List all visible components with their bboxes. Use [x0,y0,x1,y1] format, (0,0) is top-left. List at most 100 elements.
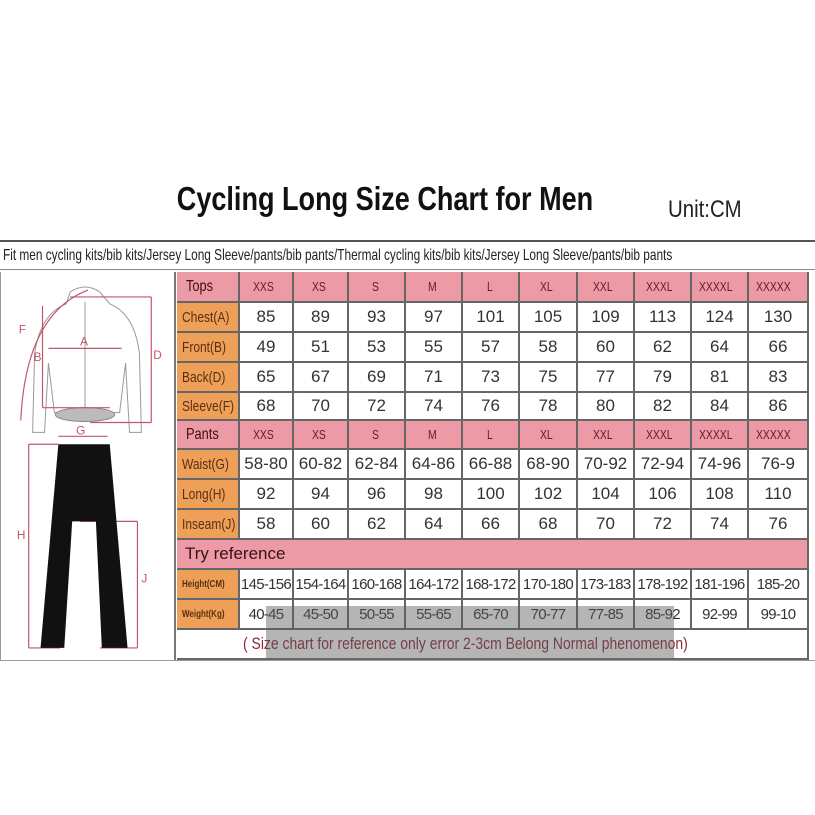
value-cell-text: 104 [591,484,620,503]
page-title: Cycling Long Size Chart for Men [176,180,594,217]
value-cell: 97 [406,303,463,333]
reference-header: Try reference [177,540,809,570]
value-cell-text: 170-180 [522,575,574,593]
value-cell-text: 168-172 [465,575,516,593]
value-cell: 84 [692,393,749,421]
value-cell-text: 77 [596,367,615,386]
value-cell: 124 [692,303,749,333]
value-cell: 101 [463,303,520,333]
row-label-text: Chest(A) [182,308,230,326]
value-cell-text: 60-82 [298,454,343,473]
subtitle-bar: Fit men cycling kits/bib kits/Jersey Lon… [0,240,815,270]
value-cell: 65 [240,363,294,393]
row-label-text: Height(CM) [182,578,225,590]
table-row: Long(H) 92 94 96 98 100 102 104 106 108 110 [177,480,809,510]
size-header-text: XXL [593,279,613,294]
value-cell-text: 98 [424,484,443,503]
value-cell: 72 [349,393,406,421]
value-cell: 86 [749,393,809,421]
value-cell-text: 69 [367,367,386,386]
value-cell: 77-85 [578,600,635,630]
value-cell: 51 [294,333,349,363]
value-cell: 173-183 [578,570,635,600]
table-row: Weight(Kg) 40-45 45-50 50-55 55-65 65-70 70-77… [177,600,809,630]
value-cell: 71 [406,363,463,393]
size-header: XXL [578,272,635,303]
value-cell-text: 66 [768,337,788,356]
value-cell-text: 49 [256,337,276,356]
row-label: Back(D) [177,363,240,393]
size-header-text: L [486,279,493,294]
value-cell: 68 [240,393,294,421]
value-cell-text: 79 [653,367,672,386]
value-cell: 70 [578,510,635,540]
pants-header-row: Pants XXS XS S M L XL XXL XXXL XXXXL XXXXX [177,421,809,450]
value-cell-text: 58 [256,514,276,533]
value-cell: 58 [240,510,294,540]
value-cell: 70-77 [520,600,578,630]
value-cell-text: 89 [311,307,330,326]
value-cell: 102 [520,480,578,510]
value-cell: 170-180 [520,570,578,600]
value-cell-text: 185-20 [756,575,800,593]
row-label: Front(B) [177,333,240,363]
value-cell: 65-70 [463,600,520,630]
label-a: A [80,334,88,348]
size-header-text: XL [540,279,553,294]
value-cell-text: 53 [367,337,386,356]
value-cell: 68 [520,510,578,540]
value-cell: 57 [463,333,520,363]
value-cell-text: 101 [476,307,505,326]
value-cell: 160-168 [349,570,406,600]
size-header: XXXXL [692,421,749,450]
value-cell-text: 68 [256,396,276,415]
value-cell: 62 [635,333,692,363]
size-header-text: XXXL [645,279,673,294]
value-cell: 76 [463,393,520,421]
size-header: XXXXL [692,272,749,303]
value-cell-text: 60 [311,514,330,533]
value-cell: 109 [578,303,635,333]
value-cell-text: 77-85 [588,605,624,623]
value-cell-text: 50-55 [359,605,395,623]
value-cell: 62 [349,510,406,540]
value-cell-text: 58-80 [244,454,288,473]
value-cell-text: 84 [710,396,729,415]
table-row: Back(D) 65 67 69 71 73 75 77 79 81 83 [177,363,809,393]
value-cell: 64 [692,333,749,363]
value-cell: 80 [578,393,635,421]
value-cell: 98 [406,480,463,510]
jersey-pants-illustration: A B D F G H J [17,286,162,649]
value-cell: 78 [520,393,578,421]
value-cell-text: 40-45 [248,605,285,623]
value-cell-text: 74 [710,514,729,533]
row-label-text: Back(D) [182,368,226,386]
value-cell: 72 [635,510,692,540]
value-cell-text: 70-92 [583,454,628,473]
reference-header-text: Try reference [185,544,286,563]
size-header: S [349,421,406,450]
row-label-text: Front(B) [182,338,227,356]
size-header-text: XS [311,279,326,294]
value-cell: 154-164 [294,570,349,600]
value-cell-text: 60 [596,337,615,356]
size-header: M [406,272,463,303]
value-cell-text: 178-192 [637,575,688,593]
value-cell: 60 [578,333,635,363]
value-cell: 74 [692,510,749,540]
value-cell-text: 105 [533,307,563,326]
note-row: ( Size chart for reference only error 2-… [177,630,809,660]
table-row: Height(CM) 145-156 154-164 160-168 164-172 16… [177,570,809,600]
value-cell-text: 106 [648,484,677,503]
value-cell: 76-9 [749,450,809,480]
value-cell: 67 [294,363,349,393]
value-cell: 85 [240,303,294,333]
value-cell: 70 [294,393,349,421]
row-label-text: Inseam(J) [182,515,236,533]
reference-note-text: ( Size chart for reference only error 2-… [243,634,688,653]
value-cell: 185-20 [749,570,809,600]
value-cell: 50-55 [349,600,406,630]
value-cell-text: 58 [538,337,558,356]
value-cell: 93 [349,303,406,333]
value-cell: 100 [463,480,520,510]
